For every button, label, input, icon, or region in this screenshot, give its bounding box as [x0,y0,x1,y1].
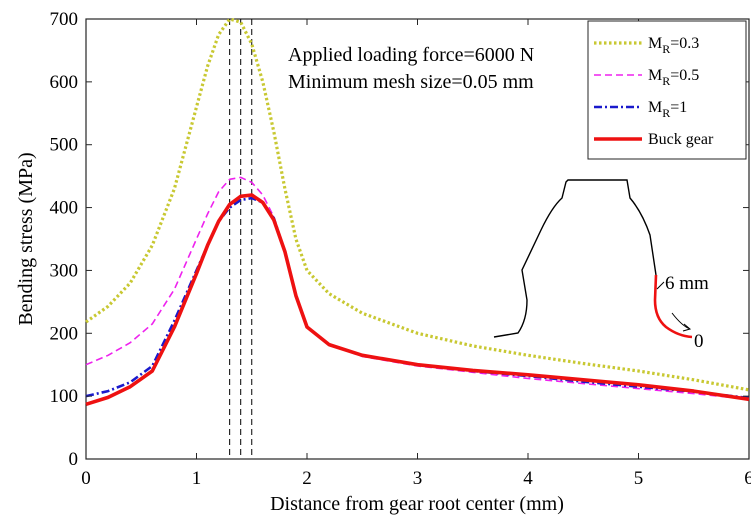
x-tick-label-5: 5 [634,468,644,489]
y-tick-label-4: 400 [50,198,79,219]
series-line-0 [85,17,750,392]
legend-label-1: MR=0.5 [648,67,699,88]
series-layer [85,17,750,407]
legend-label-2: MR=1 [648,99,687,120]
annotation-loading-force: Applied loading force=6000 N [288,44,534,66]
x-tick-label-1: 1 [192,468,202,489]
y-tick-label-6: 600 [50,72,79,93]
fillet-label-top: 6 mm [665,273,709,294]
legend-label-3: Buck gear [648,131,714,148]
peak-guide-lines [229,19,253,459]
y-tick-label-2: 200 [50,323,79,344]
y-tick-label-3: 300 [50,260,79,281]
y-axis-label: Bending stress (MPa) [15,152,37,325]
y-tick-label-1: 100 [50,386,79,407]
x-tick-label-2: 2 [302,468,312,489]
legend-label-0: MR=0.3 [648,35,699,56]
y-tick-label-0: 0 [69,449,79,470]
y-tick-labels: 0 100 200 300 400 500 600 700 [50,9,79,470]
x-tick-labels: 0 1 2 3 4 5 6 [81,468,751,489]
fillet-label-leader [656,281,665,290]
annotation-mesh-size: Minimum mesh size=0.05 mm [288,71,534,93]
legend: MR=0.3 MR=0.5 MR=1 Buck gear [587,20,747,160]
fillet-measure-arrow [671,312,692,332]
y-tick-label-7: 700 [50,9,79,30]
x-tick-label-4: 4 [523,468,533,489]
series-line-3 [85,193,750,407]
x-tick-label-3: 3 [413,468,423,489]
gear-tooth-profile [493,179,657,338]
x-tick-label-6: 6 [744,468,751,489]
y-tick-label-5: 500 [50,135,79,156]
x-tick-label-0: 0 [81,468,91,489]
fillet-label-bottom: 0 [694,331,704,352]
gear-tooth-inset: 6 mm 0 [493,179,709,352]
axis-ticks [85,18,750,460]
x-axis-label: Distance from gear root center (mm) [270,493,564,515]
gear-root-fillet-highlight [653,274,693,339]
